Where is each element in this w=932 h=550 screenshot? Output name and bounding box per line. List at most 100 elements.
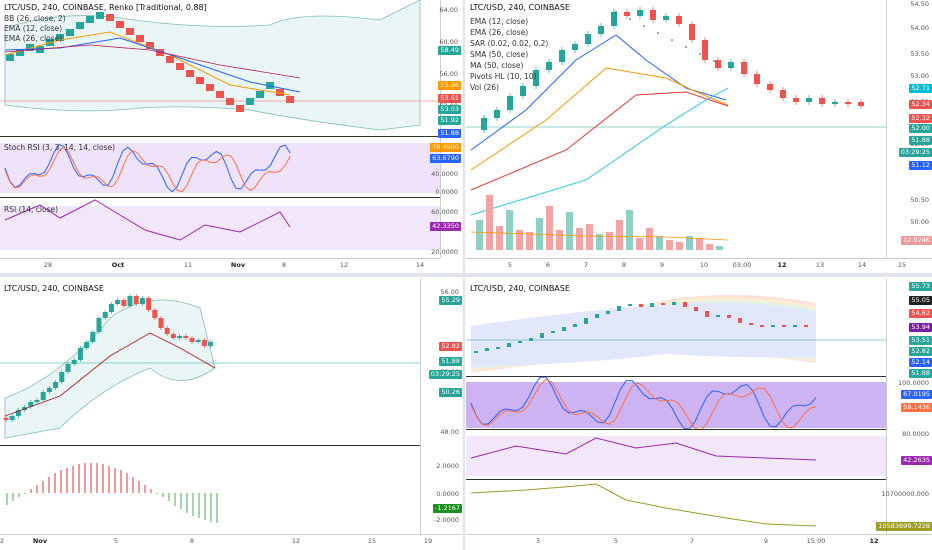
chart-panel-bottom-right[interactable]: LTC/USD, 240, COINBASE 55.73 55.05 54.62 53… [466,278,932,550]
indicator-ema26-label[interactable]: EMA (26, close) [4,34,63,43]
price-tick: 2.0000 [436,462,459,470]
time-tick: 11 [183,261,193,269]
chart-panel-bottom-left[interactable]: LTC/USD, 240, COINBASE 56.0052.0048.0055… [0,278,462,550]
candle-body [71,360,77,364]
ma50-line [470,87,729,216]
ema26-line [470,67,729,171]
price-tick: 40.0000 [431,170,458,178]
chart-panel-top-right[interactable]: LTC/USD, 240, COINBASE EMA (12, close) E… [466,0,932,272]
chart-title: LTC/USD, 240, COINBASE [470,3,570,12]
sar-dot [671,39,673,41]
candle-body [496,347,500,349]
candle-body [728,62,734,68]
histogram-bar [198,493,200,518]
indicator-bb-label[interactable]: BB (26, close, 2) [4,14,66,23]
indicator-volume-label[interactable]: Vol (26) [470,83,500,92]
price-tick: 10700000.000 [881,490,929,498]
stoch-rsi-label[interactable]: Stoch RSI (3, 3, 14, 14, close) [4,143,115,152]
indicator-sar-label[interactable]: SAR (0.02, 0.02, 0.2) [470,39,549,48]
candle-body [540,333,544,338]
candlestick-chart-canvas[interactable] [0,278,420,534]
histogram-bar [6,493,8,505]
indicator-sma50-label[interactable]: SMA (50, close) [470,50,529,59]
histogram-bar [24,493,26,494]
candle-body [146,298,152,310]
histogram-bar [114,468,116,493]
volume-bar [686,236,693,250]
renko-brick [196,77,204,84]
pane-divider[interactable] [0,197,440,198]
pane-divider[interactable] [466,429,886,430]
renko-chart-canvas[interactable] [0,0,440,258]
candle-body [507,343,511,347]
sar-dot [699,53,701,55]
candle-body [3,418,9,420]
candle-body [793,98,799,102]
stoch-k-line [4,144,291,193]
renko-brick [206,84,214,91]
candle-body [102,312,108,318]
sar-dot [643,25,645,27]
indicator-ma50-label[interactable]: MA (50, close) [470,61,524,70]
chart-panel-top-left[interactable]: LTC/USD, 240, COINBASE, Renko [Tradition… [0,0,462,272]
renko-brick [186,70,194,77]
candle-body [546,62,552,70]
price-label-tag: 52.82 [439,342,462,351]
volume-ma-line [470,231,729,241]
time-axis[interactable]: 3 5 7 9 15:00 12 [466,534,932,549]
price-label-tag: 53.51 [909,336,932,345]
price-axis[interactable]: 54.5054.0053.5053.0052.5051.5050.5050.00… [886,0,932,258]
candle-body [845,102,851,104]
candle-body [639,304,643,307]
time-axis[interactable]: Nov 5 8 12 15 19 22 [0,534,462,549]
time-tick: 9 [659,261,665,269]
time-tick: 7 [583,261,589,269]
time-tick: 8 [281,261,287,269]
renko-brick [146,42,154,49]
candle-body [606,311,610,314]
renko-brick [96,12,104,19]
price-axis[interactable]: 55.73 55.05 54.62 53.94 53.51 52.82 52.14 51.88… [876,278,932,534]
volume-bar [566,212,573,250]
candle-body [676,16,682,24]
price-axis[interactable]: 56.0052.0048.0055.2952.8251.8803:29:2550… [420,278,462,534]
candle-body [598,26,604,34]
time-tick: Nov [32,537,48,545]
pane-divider[interactable] [0,136,440,137]
rsi-line [470,437,817,461]
candle-body [624,12,630,16]
histogram-bar [138,481,140,493]
histogram-bar [204,493,206,520]
time-tick: Nov [230,261,246,269]
renko-brick [126,28,134,35]
candle-body [121,300,127,306]
pane-divider[interactable] [466,479,886,480]
candle-body [715,60,721,68]
price-label-tag: 03:29:25 [898,148,932,157]
pane-divider[interactable] [466,376,886,377]
candle-body [34,400,40,402]
histogram-bar [168,493,170,501]
indicator-ema12-label[interactable]: EMA (12, close) [470,17,529,26]
time-axis[interactable]: 28 Oct 11 Nov 8 12 14 [0,258,440,272]
indicator-ema12-label[interactable]: EMA (12, close) [4,24,63,33]
candle-body [533,70,539,86]
candle-body [689,24,695,40]
layout-divider-horizontal[interactable] [0,273,932,277]
price-label-tag: 52.00 [909,124,932,133]
indicator-pivots-label[interactable]: Pivots HL (10, 10) [470,72,537,81]
price-tick: 50.50 [910,196,929,204]
indicator-ema26-label[interactable]: EMA (26, close) [470,28,529,37]
time-tick: 5 [507,261,513,269]
pane-divider[interactable] [0,445,420,446]
time-axis[interactable]: 5 6 7 8 9 10 03:00 12 13 14 15 [466,258,932,272]
candle-body [481,118,487,130]
candlestick-chart-canvas[interactable] [466,0,902,258]
obv-line [470,483,817,527]
candle-body [474,351,478,353]
multi-indicator-chart-canvas[interactable] [466,278,886,534]
candle-body [760,325,764,327]
rsi-label[interactable]: RSI (14, close) [4,205,59,214]
time-tick: 5 [613,537,619,545]
candle-body [28,402,34,407]
